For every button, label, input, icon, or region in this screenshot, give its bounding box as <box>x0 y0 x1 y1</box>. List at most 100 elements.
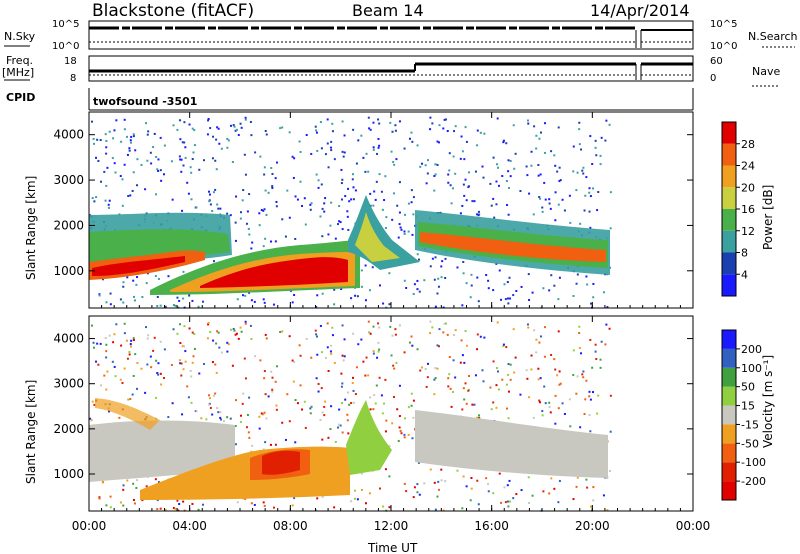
power-speckle <box>94 156 97 159</box>
velocity-speckle <box>434 377 437 380</box>
power-speckle <box>503 283 506 286</box>
power-speckle <box>512 294 515 297</box>
velocity-speckle <box>264 333 267 336</box>
velocity-speckle <box>404 417 407 420</box>
velocity-speckle <box>498 472 501 475</box>
power-speckle <box>123 163 126 166</box>
velocity-speckle <box>281 330 284 333</box>
power-speckle <box>159 169 162 172</box>
velocity-speckle <box>460 339 463 342</box>
velocity-speckle <box>324 356 327 359</box>
velocity-speckle <box>509 500 512 503</box>
power-speckle <box>167 275 170 278</box>
velocity-speckle <box>389 325 392 328</box>
velocity-scale-tick: 200 <box>741 343 762 356</box>
power-speckle <box>412 293 415 296</box>
power-speckle <box>93 142 96 145</box>
velocity-speckle <box>316 497 319 500</box>
velocity-speckle <box>368 492 371 495</box>
power-speckle <box>179 158 182 161</box>
cpid-label: CPID <box>6 91 35 104</box>
velocity-speckle <box>319 418 322 421</box>
velocity-speckle <box>367 320 370 323</box>
velocity-speckle <box>293 497 296 500</box>
velocity-speckle <box>412 496 415 499</box>
power-speckle <box>314 125 317 128</box>
velocity-speckle <box>377 341 380 344</box>
velocity-speckle <box>136 479 139 482</box>
x-tick-label: 16:00 <box>474 519 509 533</box>
velocity-speckle <box>544 326 547 329</box>
power-speckle <box>395 158 398 161</box>
velocity-speckle <box>602 494 605 497</box>
power-speckle <box>487 287 490 290</box>
power-scale-tick: 8 <box>741 247 748 260</box>
velocity-speckle <box>504 501 507 504</box>
velocity-speckle <box>167 416 170 419</box>
power-speckle <box>319 215 322 218</box>
velocity-speckle <box>348 403 351 406</box>
colorbar-swatch <box>722 165 736 188</box>
power-speckle <box>104 199 107 202</box>
power-speckle <box>195 206 198 209</box>
velocity-speckle <box>105 350 108 353</box>
velocity-speckle <box>240 330 243 333</box>
velocity-speckle <box>444 480 447 483</box>
velocity-speckle <box>126 479 129 482</box>
power-speckle <box>497 166 500 169</box>
power-speckle <box>410 131 413 134</box>
velocity-speckle <box>360 488 363 491</box>
velocity-speckle <box>147 334 150 337</box>
velocity-speckle <box>219 416 222 419</box>
power-speckle <box>431 122 434 125</box>
power-speckle <box>479 131 482 134</box>
power-speckle <box>553 284 556 287</box>
velocity-speckle <box>535 338 538 341</box>
velocity-speckle <box>384 378 387 381</box>
velocity-speckle <box>200 417 203 420</box>
velocity-speckle <box>513 371 516 374</box>
power-speckle <box>135 283 138 286</box>
power-speckle <box>416 288 419 291</box>
velocity-speckle <box>505 383 508 386</box>
freq-tick-bottom: 8 <box>70 73 76 84</box>
power-speckle <box>398 120 401 123</box>
velocity-speckle <box>588 414 591 417</box>
power-speckle <box>324 153 327 156</box>
power-speckle <box>159 304 162 307</box>
velocity-speckle <box>136 361 139 364</box>
power-speckle <box>241 199 244 202</box>
power-speckle <box>107 203 110 206</box>
freq-unit-label: [MHz] <box>2 66 34 79</box>
power-speckle <box>585 176 588 179</box>
velocity-speckle <box>181 345 184 348</box>
power-speckle <box>561 198 564 201</box>
velocity-speckle <box>244 320 247 323</box>
power-speckle <box>572 145 575 148</box>
power-speckle <box>453 130 456 133</box>
power-speckle <box>407 230 410 233</box>
velocity-speckle <box>131 393 134 396</box>
velocity-speckle <box>436 367 439 370</box>
power-speckle <box>303 197 306 200</box>
power-speckle <box>231 161 234 164</box>
velocity-speckle <box>543 355 546 358</box>
velocity-speckle <box>145 326 148 329</box>
power-speckle <box>95 196 98 199</box>
power-speckle <box>275 205 278 208</box>
power-speckle <box>388 272 391 275</box>
power-speckle <box>444 276 447 279</box>
power-speckle <box>163 144 166 147</box>
velocity-speckle <box>438 328 441 331</box>
power-speckle <box>315 173 318 176</box>
power-speckle <box>459 157 462 160</box>
velocity-speckle <box>482 380 485 383</box>
power-speckle <box>339 221 342 224</box>
power-speckle <box>377 137 380 140</box>
station-title: Blackstone (fitACF) <box>92 1 254 21</box>
velocity-speckle <box>101 481 104 484</box>
power-speckle <box>369 128 372 131</box>
velocity-speckle <box>347 432 350 435</box>
velocity-speckle <box>317 390 320 393</box>
velocity-speckle <box>468 375 471 378</box>
